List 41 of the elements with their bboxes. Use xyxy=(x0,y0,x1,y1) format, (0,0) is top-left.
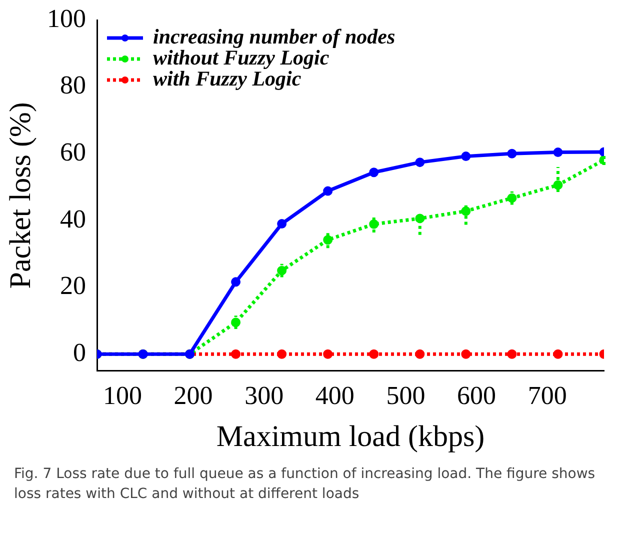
x-tick-label: 500 xyxy=(386,381,426,410)
point xyxy=(415,349,425,359)
point xyxy=(461,349,471,359)
point xyxy=(277,266,287,276)
point xyxy=(323,235,333,245)
legend-label: increasing number of nodes xyxy=(153,24,396,48)
point xyxy=(507,148,517,158)
point xyxy=(369,168,379,178)
point xyxy=(553,180,563,190)
point xyxy=(369,219,379,229)
caption: Fig. 7 Loss rate due to full queue as a function of increasing load. The figure shows loss rates with CLC and without at different loads xyxy=(14,465,596,504)
point xyxy=(323,186,333,196)
point xyxy=(231,349,241,359)
x-tick-label: 400 xyxy=(315,381,354,410)
point xyxy=(461,206,471,216)
point xyxy=(415,214,425,224)
point xyxy=(231,277,241,287)
y-tick-label: 60 xyxy=(60,137,86,166)
point xyxy=(461,152,471,162)
y-axis-title: Packet loss (%) xyxy=(4,102,37,289)
y-tick-label: 100 xyxy=(47,4,86,33)
x-tick-label: 600 xyxy=(457,381,496,410)
x-tick-label: 100 xyxy=(102,381,142,410)
point xyxy=(415,158,425,168)
y-tick-label: 40 xyxy=(60,204,86,234)
point xyxy=(277,219,287,229)
point xyxy=(323,349,333,359)
x-tick-label: 200 xyxy=(174,381,213,410)
y-tick-label: 20 xyxy=(60,271,86,300)
x-tick-label: 300 xyxy=(244,381,284,410)
point xyxy=(553,349,563,359)
point xyxy=(507,349,517,359)
y-tick-label: 0 xyxy=(73,338,86,367)
point xyxy=(369,349,379,359)
x-tick-label: 700 xyxy=(528,381,567,410)
x-axis-title: Maximum load (kbps) xyxy=(216,420,485,453)
point xyxy=(277,349,287,359)
point xyxy=(507,193,517,203)
y-tick-label: 80 xyxy=(60,70,86,100)
point xyxy=(553,148,563,158)
point xyxy=(231,318,241,328)
